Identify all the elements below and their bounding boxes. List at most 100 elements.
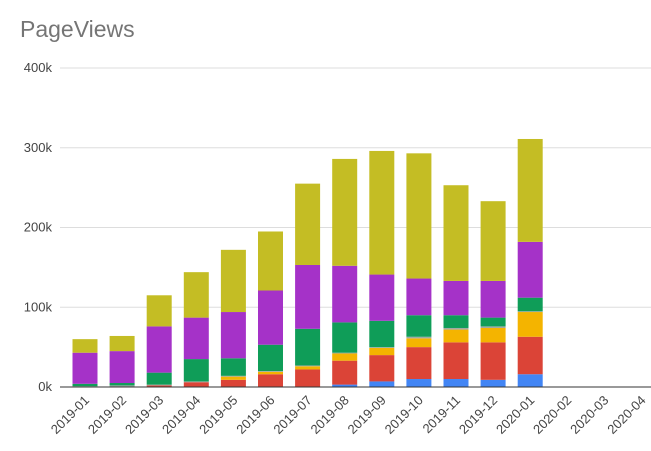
bar-segment bbox=[332, 384, 358, 387]
x-tick-label: 2019-02 bbox=[85, 393, 129, 437]
bar-segment bbox=[517, 336, 543, 375]
bar-segment bbox=[480, 327, 506, 343]
bar-segment bbox=[517, 312, 543, 337]
bar-segment bbox=[146, 326, 172, 373]
bar-segment bbox=[369, 347, 395, 348]
bar-segment bbox=[183, 317, 209, 360]
bar-segment bbox=[146, 372, 172, 385]
bar-segment bbox=[183, 359, 209, 382]
bar-segment bbox=[406, 338, 432, 348]
x-tick-label: 2020-01 bbox=[493, 393, 537, 437]
bar-segment bbox=[295, 369, 321, 387]
bar-segment bbox=[220, 249, 246, 313]
bar-segment bbox=[369, 274, 395, 321]
bar-segment bbox=[406, 379, 432, 387]
x-tick-label: 2019-12 bbox=[456, 393, 500, 437]
bar-segment bbox=[295, 365, 321, 367]
bar-segment bbox=[443, 315, 469, 328]
bar-segment bbox=[332, 353, 358, 361]
bar-segment bbox=[109, 351, 135, 384]
y-tick-label: 0k bbox=[38, 379, 52, 394]
y-tick-label: 400k bbox=[24, 60, 53, 75]
x-tick-label: 2019-07 bbox=[270, 393, 314, 437]
bar-segment bbox=[258, 231, 283, 291]
bar-segment bbox=[258, 371, 283, 375]
bar-segment bbox=[295, 366, 321, 370]
y-tick-label: 200k bbox=[24, 220, 53, 235]
x-tick-label: 2020-04 bbox=[604, 393, 648, 437]
bar-segment bbox=[369, 381, 395, 387]
bar-segment bbox=[258, 374, 283, 387]
y-tick-label: 100k bbox=[24, 299, 53, 314]
bar-segment bbox=[72, 339, 98, 353]
x-tick-label: 2019-03 bbox=[122, 393, 166, 437]
x-tick-label: 2019-08 bbox=[307, 393, 351, 437]
x-tick-label: 2020-03 bbox=[567, 393, 611, 437]
x-tick-label: 2019-10 bbox=[382, 393, 426, 437]
bar-segment bbox=[517, 297, 543, 312]
bar-segment bbox=[369, 355, 395, 382]
bar-segment bbox=[220, 376, 246, 380]
bar-segment bbox=[443, 342, 469, 380]
bar-segment bbox=[517, 241, 543, 298]
bar-segment bbox=[480, 280, 506, 318]
bar-segment bbox=[443, 327, 469, 330]
bar-segment bbox=[443, 379, 469, 387]
bar-segment bbox=[183, 382, 209, 387]
bar-segment bbox=[332, 322, 358, 353]
bar-segment bbox=[480, 317, 506, 327]
bar-segment bbox=[295, 183, 321, 265]
bar-segment bbox=[258, 290, 283, 345]
bar-segment bbox=[406, 153, 432, 279]
bar-segment bbox=[332, 158, 358, 266]
chart-title: PageViews bbox=[20, 16, 135, 42]
bar-segment bbox=[109, 383, 135, 386]
bar-segment bbox=[295, 264, 321, 329]
x-tick-label: 2020-02 bbox=[530, 393, 574, 437]
bar-segment bbox=[443, 280, 469, 316]
y-tick-label: 300k bbox=[24, 140, 53, 155]
bar-segment bbox=[332, 352, 358, 354]
x-tick-label: 2019-01 bbox=[48, 393, 92, 437]
bar-segment bbox=[72, 383, 98, 387]
bar-segment bbox=[332, 265, 358, 323]
bar-segment bbox=[517, 374, 543, 387]
bar-segment bbox=[146, 385, 172, 387]
bar-segment bbox=[369, 150, 395, 275]
bar-segment bbox=[480, 201, 506, 281]
x-tick-label: 2019-09 bbox=[345, 393, 389, 437]
x-tick-label: 2019-05 bbox=[196, 393, 240, 437]
bar-segment bbox=[220, 375, 246, 377]
bar-segment bbox=[183, 381, 209, 383]
bar-segment bbox=[258, 344, 283, 372]
bar-segment bbox=[183, 272, 209, 318]
bar-segment bbox=[443, 185, 469, 281]
bar-segment bbox=[109, 385, 135, 387]
bar-segment bbox=[480, 379, 506, 387]
bar-segment bbox=[406, 315, 432, 337]
bar-segment bbox=[406, 347, 432, 380]
bar-segment bbox=[517, 138, 543, 242]
bar-segment bbox=[295, 328, 321, 366]
bar-segment bbox=[443, 329, 469, 343]
bar-segment bbox=[517, 311, 543, 313]
bar-segment bbox=[72, 352, 98, 384]
bar-segment bbox=[220, 379, 246, 387]
bar-segment bbox=[369, 347, 395, 356]
bar-segment bbox=[220, 358, 246, 376]
x-tick-label: 2019-06 bbox=[233, 393, 277, 437]
bar-segment bbox=[220, 312, 246, 359]
bar-segment bbox=[480, 326, 506, 328]
bar-segment bbox=[146, 384, 172, 386]
bar-segment bbox=[480, 342, 506, 380]
x-tick-label: 2019-11 bbox=[419, 393, 463, 437]
bar-segment bbox=[406, 278, 432, 316]
bar-segment bbox=[369, 320, 395, 348]
bar-segment bbox=[109, 335, 135, 352]
x-tick-label: 2019-04 bbox=[159, 393, 203, 437]
bar-segment bbox=[258, 371, 283, 372]
bars-layer bbox=[72, 138, 543, 387]
bar-segment bbox=[146, 295, 172, 327]
bar-segment bbox=[332, 360, 358, 385]
